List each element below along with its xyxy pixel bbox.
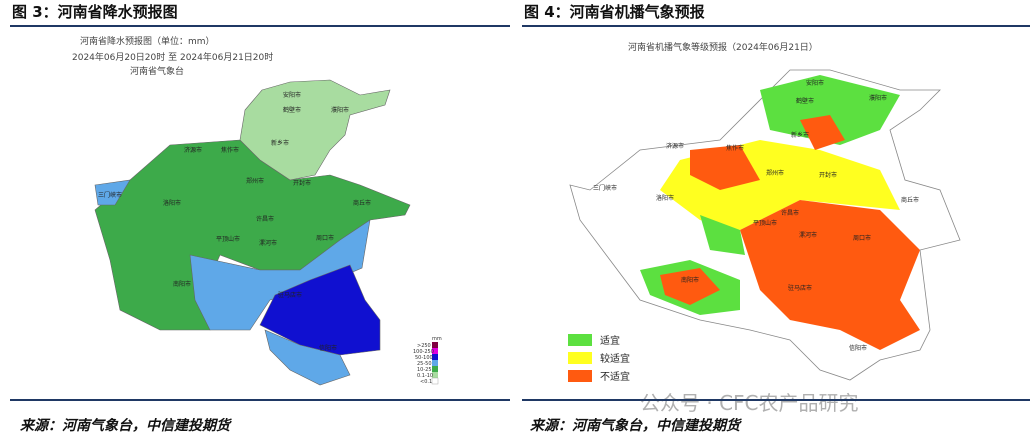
source: 来源：河南气象台，中信建投期货 <box>530 417 742 434</box>
sowing-legend: 适宜 较适宜 不适宜 <box>568 334 630 383</box>
city-label: 漯河市 <box>259 239 277 247</box>
city-label: 南阳市 <box>173 280 191 288</box>
precip-legend: mm >250 100-250 50-100 25-50 10-25 0.1-1… <box>413 336 442 385</box>
city-label: 焦作市 <box>726 144 744 152</box>
figure-title: 图 3：河南省降水预报图 <box>12 3 178 21</box>
city-label: 信阳市 <box>319 344 337 352</box>
sowing-map: 河南省机播气象等级预报（2024年06月21日） 安阳市 鹤壁市 濮阳市 新乡市… <box>568 41 961 383</box>
city-label: 新乡市 <box>791 131 809 139</box>
city-label: 驻马店市 <box>278 291 302 299</box>
legend-label: <0.1 <box>420 379 432 385</box>
legend-label: 较适宜 <box>600 352 630 365</box>
city-label: 新乡市 <box>271 139 289 147</box>
legend-label: >250 <box>417 343 431 349</box>
city-label: 周口市 <box>853 234 871 242</box>
city-label: 驻马店市 <box>788 284 812 292</box>
city-label: 开封市 <box>293 179 311 187</box>
city-label: 商丘市 <box>353 199 371 207</box>
city-label: 许昌市 <box>781 209 799 217</box>
map-issuer: 河南省气象台 <box>130 65 184 77</box>
legend-label: 适宜 <box>600 334 620 347</box>
city-label: 濮阳市 <box>331 106 349 114</box>
city-label: 漯河市 <box>799 231 817 239</box>
city-label: 洛阳市 <box>163 199 181 207</box>
city-label: 商丘市 <box>901 196 919 204</box>
legend-label: 不适宜 <box>600 370 630 383</box>
city-label: 三门峡市 <box>593 184 617 192</box>
city-label: 开封市 <box>819 171 837 179</box>
city-label: 焦作市 <box>221 146 239 154</box>
legend-label: 10-25 <box>417 367 432 373</box>
city-label: 信阳市 <box>849 344 867 352</box>
city-label: 洛阳市 <box>656 194 674 202</box>
legend-label: 0.1-10 <box>417 373 433 379</box>
figure-title: 图 4：河南省机播气象预报 <box>524 3 705 21</box>
map-subtitle: 2024年06月20日20时 至 2024年06月21日20时 <box>72 51 273 63</box>
city-label: 平顶山市 <box>216 235 240 243</box>
legend-label: 50-100 <box>415 355 433 361</box>
city-label: 郑州市 <box>766 169 784 177</box>
city-label: 鹤壁市 <box>283 106 301 114</box>
map-title: 河南省降水预报图（单位：mm） <box>80 35 215 47</box>
map-title: 河南省机播气象等级预报（2024年06月21日） <box>628 41 818 53</box>
city-label: 安阳市 <box>806 79 824 87</box>
city-label: 周口市 <box>316 234 334 242</box>
city-label: 平顶山市 <box>753 219 777 227</box>
city-label: 许昌市 <box>256 215 274 223</box>
legend-label: 100-250 <box>413 349 434 355</box>
city-label: 南阳市 <box>681 276 699 284</box>
watermark: 公众号 · CFC农产品研究 <box>640 391 859 415</box>
precip-map: 河南省降水预报图（单位：mm） 2024年06月20日20时 至 2024年06… <box>72 35 442 386</box>
city-label: 三门峡市 <box>98 191 122 199</box>
city-label: 郑州市 <box>246 177 264 185</box>
legend-unit: mm <box>432 336 442 342</box>
city-label: 安阳市 <box>283 91 301 99</box>
source: 来源：河南气象台，中信建投期货 <box>20 417 232 434</box>
legend-label: 25-50 <box>417 361 432 367</box>
city-label: 济源市 <box>666 142 684 150</box>
city-label: 鹤壁市 <box>796 97 814 105</box>
city-label: 济源市 <box>184 146 202 154</box>
city-label: 濮阳市 <box>869 94 887 102</box>
